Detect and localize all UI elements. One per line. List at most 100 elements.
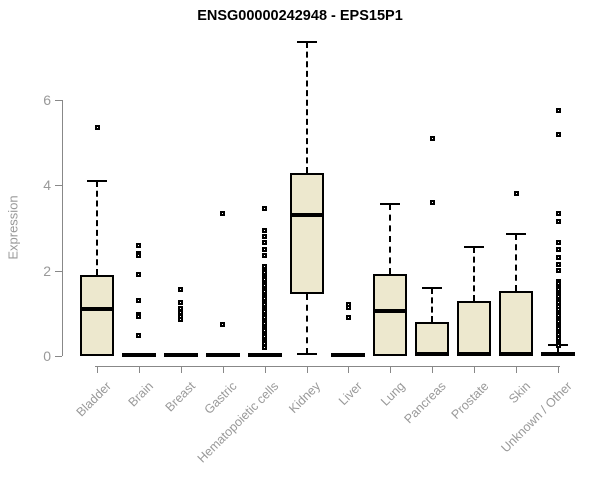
x-axis-tick [222,366,224,373]
x-axis-tick [180,366,182,373]
x-tick-label: Lung [377,379,408,409]
lower-whisker-cap [296,352,317,355]
outlier-point [178,305,184,311]
outlier-point [555,246,561,252]
outlier-point [262,295,268,301]
outlier-point [555,306,561,312]
outlier-point [220,210,226,216]
lower-whisker [305,294,308,354]
median-line [541,352,575,357]
outlier-point [262,263,268,269]
outlier-point [262,240,268,246]
x-axis-tick [348,366,350,373]
median-line [499,352,534,357]
outlier-point [555,240,561,246]
upper-whisker-cap [506,233,527,236]
outlier-point [555,287,561,293]
x-axis-tick [558,366,559,373]
box-iqr [415,321,450,356]
median-line [247,352,282,357]
x-axis-tick [432,366,434,373]
box-iqr [373,273,408,356]
outlier-point [555,261,561,267]
chart-title: ENSG00000242948 - EPS15P1 [197,8,403,24]
outlier-point [94,125,100,131]
y-tick-label: 2 [43,262,51,279]
outlier-point [555,300,561,306]
outlier-point [513,190,519,196]
box-iqr [499,291,534,356]
y-tick-label: 0 [43,348,51,364]
outlier-point [136,242,142,248]
x-axis-tick [306,366,308,373]
x-tick-label: Kidney [286,379,324,416]
outlier-point [262,302,268,308]
median-line [415,352,450,357]
median-line [331,352,366,357]
y-tick-label: 4 [43,177,51,194]
outlier-point [178,300,184,306]
box-iqr [457,300,492,356]
upper-whisker-cap [380,202,401,205]
outlier-point [555,342,561,348]
x-axis-tick [97,366,98,373]
x-axis-tick [516,366,518,373]
y-axis-tick [55,185,62,187]
median-line [205,352,240,357]
x-tick-label: Bladder [73,379,114,420]
x-tick-label: Breast [162,379,198,415]
x-tick-label: Liver [336,379,366,409]
outlier-point [555,255,561,261]
x-tick-label: Brain [125,379,156,410]
outlier-point [262,315,268,321]
box-iqr [80,274,114,356]
median-line [373,309,408,314]
outlier-point [220,322,226,328]
upper-whisker [473,247,476,301]
outlier-point [262,246,268,252]
median-line [121,352,156,357]
upper-whisker [389,203,392,274]
upper-whisker-cap [422,286,443,289]
outlier-point [555,108,561,114]
outlier-point [555,280,561,286]
outlier-point [555,131,561,137]
outlier-point [429,199,435,205]
x-tick-label: Hematopoietic cells [194,379,282,466]
outlier-point [136,253,142,259]
outlier-point [345,305,351,311]
upper-whisker [96,181,98,275]
upper-whisker [305,42,308,173]
x-axis-tick [264,366,266,373]
y-axis-label: Expression [5,195,21,260]
median-line [163,352,198,357]
y-axis-line [62,99,63,356]
y-axis-tick [55,356,62,357]
x-tick-label: Gastric [201,379,240,417]
upper-whisker-cap [87,180,107,183]
outlier-point [262,270,268,276]
outlier-point [262,321,268,327]
x-axis-tick [138,366,140,373]
outlier-point [136,272,142,278]
outlier-point [555,219,561,225]
outlier-point [262,283,268,289]
box-iqr [289,172,324,295]
y-tick-label: 6 [43,91,51,108]
x-tick-label: Prostate [448,379,492,422]
outlier-point [262,227,268,233]
outlier-point [555,293,561,299]
outlier-point [178,317,184,323]
median-line [289,213,324,218]
x-tick-label: Skin [505,379,534,407]
median-line [457,352,492,357]
upper-whisker [557,345,559,352]
outlier-point [555,319,561,325]
outlier-point [262,327,268,333]
outlier-point [136,313,142,319]
outlier-point [555,332,561,338]
outlier-point [262,253,268,259]
outlier-point [345,315,351,321]
outlier-point [262,206,268,212]
